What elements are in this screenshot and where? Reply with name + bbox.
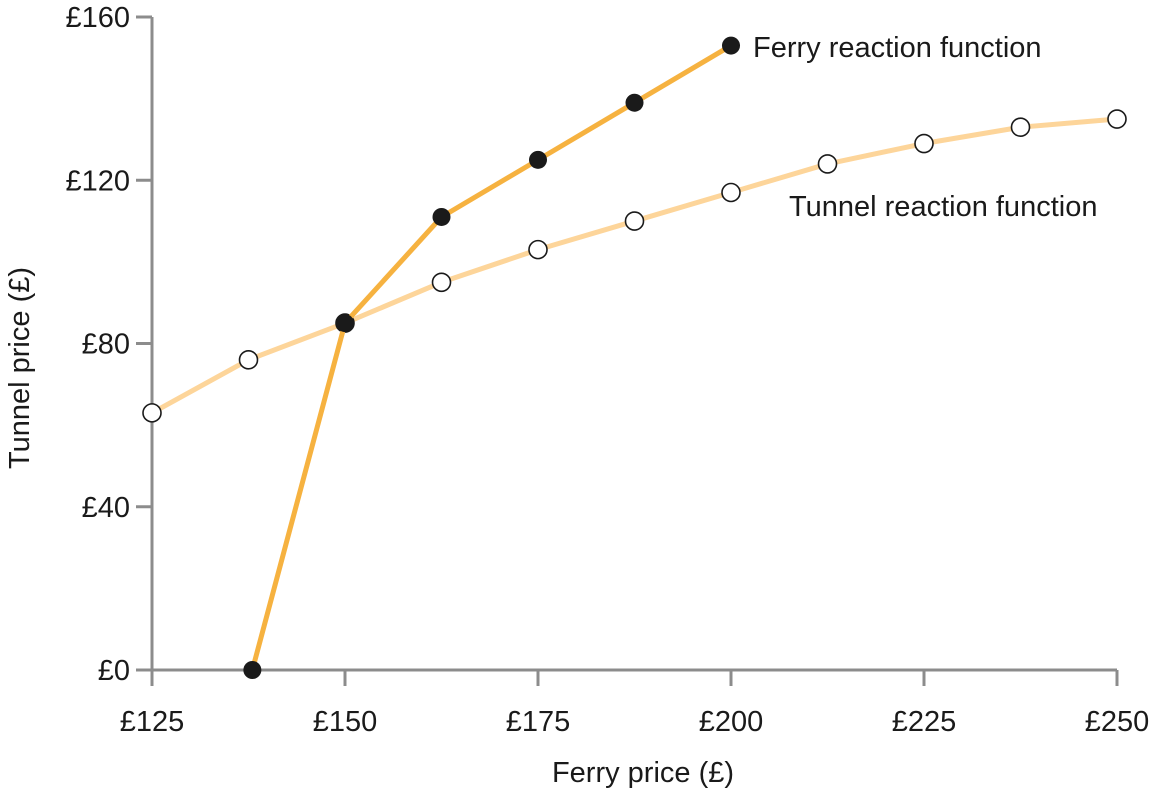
x-tick-label: £200 xyxy=(699,706,764,738)
tunnel-reaction-function-line xyxy=(149,116,1120,416)
y-tick-label: £160 xyxy=(65,2,130,34)
y-tick-label: £80 xyxy=(82,329,130,361)
y-tick-label: £0 xyxy=(98,655,130,687)
x-tick-label: £250 xyxy=(1085,706,1150,738)
ferry-reaction-function-series xyxy=(243,36,740,679)
tunnel-data-point xyxy=(624,211,645,231)
tunnel-data-point xyxy=(528,239,548,260)
series-layer xyxy=(142,36,1127,679)
ferry-data-point xyxy=(625,93,644,112)
x-tick-label: £225 xyxy=(892,706,957,738)
x-tick-label: £125 xyxy=(120,706,185,738)
tunnel-data-point xyxy=(1107,109,1127,129)
labels: Ferry reaction function Tunnel reaction f… xyxy=(753,32,1097,223)
y-axis-title: Tunnel price (£) xyxy=(4,267,36,469)
y-tick-label: £40 xyxy=(82,492,130,524)
ferry-data-point xyxy=(722,36,740,55)
x-tick-label: £175 xyxy=(506,706,571,738)
tunnel-data-point xyxy=(142,403,162,423)
tunnel-data-point xyxy=(721,182,741,203)
ferry-data-point xyxy=(336,314,354,333)
tunnel-data-point xyxy=(431,272,452,293)
axes: £0 £40 £80 £120 £160 £125 £150 £175 £200 £225 £250 xyxy=(65,2,1149,738)
tunnel-data-point xyxy=(914,133,934,154)
tunnel-data-point xyxy=(1010,117,1031,137)
tunnel-data-point xyxy=(238,350,259,370)
ferry-data-point xyxy=(243,661,262,679)
x-tick-label: £150 xyxy=(313,706,378,738)
ferry-series-label: Ferry reaction function xyxy=(753,32,1042,64)
y-tick-label: £120 xyxy=(65,165,130,197)
ferry-data-point xyxy=(529,150,547,169)
tunnel-series-label: Tunnel reaction function xyxy=(789,191,1097,223)
tunnel-reaction-function-series xyxy=(142,109,1127,423)
x-axis-title: Ferry price (£) xyxy=(552,757,734,789)
ferry-reaction-function-line xyxy=(249,43,734,673)
tunnel-data-point xyxy=(817,154,838,174)
ferry-data-point xyxy=(432,207,451,226)
